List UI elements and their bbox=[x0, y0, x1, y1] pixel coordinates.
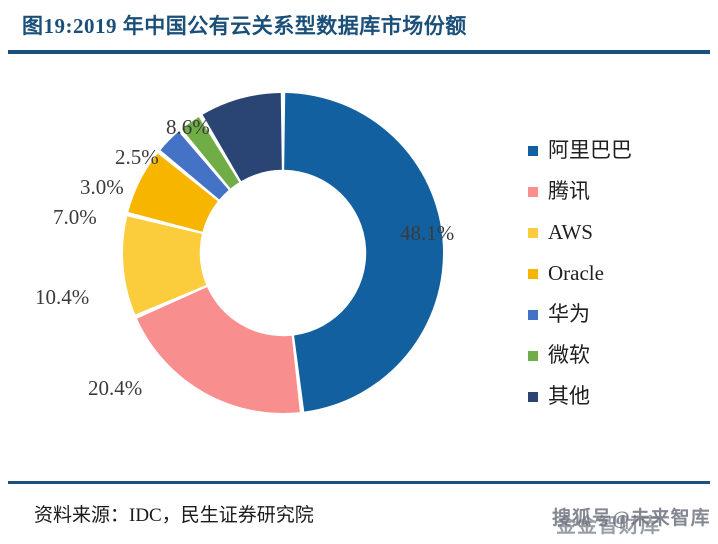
donut-slice[interactable] bbox=[128, 153, 218, 232]
footer-divider bbox=[8, 481, 710, 484]
data-label-other: 8.6% bbox=[166, 115, 210, 139]
donut-slice[interactable] bbox=[202, 93, 282, 182]
legend-item[interactable]: 其他 bbox=[528, 376, 708, 417]
data-label-alibaba: 48.1% bbox=[400, 221, 455, 245]
chart-legend: 阿里巴巴腾讯 AWS Oracle 华为微软其他 bbox=[528, 130, 708, 417]
donut-slice[interactable] bbox=[137, 287, 300, 413]
legend-swatch-icon bbox=[528, 391, 538, 402]
legend-swatch-icon bbox=[528, 227, 538, 238]
legend-item[interactable]: Oracle bbox=[528, 253, 708, 294]
legend-item[interactable]: 微软 bbox=[528, 335, 708, 376]
donut-slice[interactable] bbox=[181, 116, 240, 189]
watermark-line-secondary: 金金智财库 bbox=[556, 515, 661, 536]
watermark: 搜狐号@未来智库 金金智财库 bbox=[552, 496, 714, 536]
legend-swatch-icon bbox=[528, 309, 538, 320]
legend-item[interactable]: 华为 bbox=[528, 294, 708, 335]
donut-chart-svg bbox=[123, 93, 444, 413]
legend-item-label: AWS bbox=[548, 220, 593, 244]
legend-item-label: 阿里巴巴 bbox=[548, 138, 632, 162]
chart-plot-area: 48.1% 20.4% 10.4% 7.0% 3.0% 2.5% 8.6% bbox=[0, 58, 718, 458]
watermark-line-primary: 搜狐号@未来智库 bbox=[552, 508, 711, 529]
figure-title-block: 图19:2019 年中国公有云关系型数据库市场份额 bbox=[0, 6, 718, 54]
legend-item-label: 微软 bbox=[548, 343, 590, 367]
legend-item-label: Oracle bbox=[548, 261, 604, 285]
legend-item[interactable]: AWS bbox=[528, 212, 708, 253]
donut-slice[interactable] bbox=[160, 131, 229, 200]
donut-slice[interactable] bbox=[123, 216, 207, 315]
source-note: 资料来源：IDC，民生证券研究院 bbox=[34, 505, 314, 526]
legend-item[interactable]: 腾讯 bbox=[528, 171, 708, 212]
donut-slice-group bbox=[123, 93, 444, 413]
donut-chart bbox=[88, 88, 478, 418]
legend-item-label: 腾讯 bbox=[548, 179, 590, 203]
legend-item[interactable]: 阿里巴巴 bbox=[528, 130, 708, 171]
title-divider bbox=[8, 50, 710, 54]
legend-swatch-icon bbox=[528, 186, 538, 197]
data-label-huawei: 3.0% bbox=[80, 175, 124, 199]
legend-swatch-icon bbox=[528, 350, 538, 361]
data-label-tencent: 20.4% bbox=[88, 376, 143, 400]
legend-swatch-icon bbox=[528, 268, 538, 279]
legend-swatch-icon bbox=[528, 145, 538, 156]
data-label-aws: 10.4% bbox=[35, 285, 90, 309]
data-label-microsoft: 2.5% bbox=[115, 145, 159, 169]
legend-item-label: 华为 bbox=[548, 302, 590, 326]
legend-item-label: 其他 bbox=[548, 384, 590, 408]
page-title: 图19:2019 年中国公有云关系型数据库市场份额 bbox=[22, 14, 467, 38]
donut-slice[interactable] bbox=[284, 93, 444, 412]
data-label-oracle: 7.0% bbox=[53, 205, 97, 229]
